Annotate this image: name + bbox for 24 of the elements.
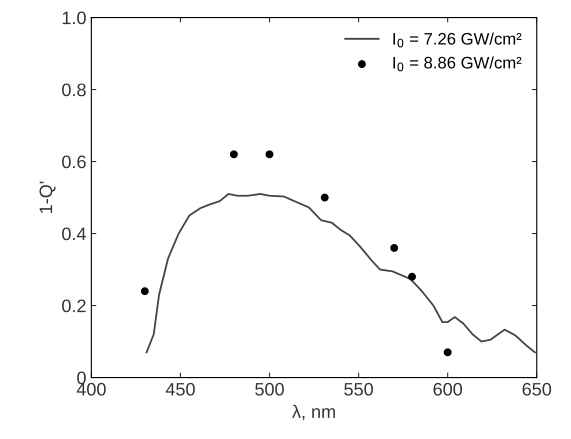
x-tick-label: 450	[166, 382, 195, 396]
x-tick-label: 550	[344, 382, 373, 396]
y-tick-label: 0.2	[62, 299, 86, 312]
x-tick-label: 400	[76, 382, 106, 396]
x-tick-label: 650	[522, 382, 552, 396]
point	[408, 272, 416, 281]
y-tick-label: 0	[77, 371, 86, 384]
x-tick-label: 600	[434, 382, 462, 396]
point	[444, 348, 452, 356]
y-tick-label: 0.6	[62, 155, 86, 168]
point	[230, 150, 238, 158]
point	[390, 244, 398, 252]
legend-label: I$_{0}$ = 8.86 GW/cm²	[393, 56, 522, 72]
line-series	[146, 193, 536, 354]
x-axis-title: λ, nm	[292, 404, 335, 420]
y-tick-label: 0.8	[62, 83, 86, 96]
y-axis-title: 1-Q'	[39, 182, 56, 213]
point	[140, 287, 149, 296]
legend-label: I$_{0}$ = 7.26 GW/cm²	[393, 32, 522, 48]
point	[320, 194, 329, 202]
y-tick-label: 0.4	[62, 227, 86, 240]
point	[266, 150, 274, 158]
y-tick-label: 1.0	[62, 11, 86, 24]
x-tick-label: 500	[255, 382, 284, 396]
